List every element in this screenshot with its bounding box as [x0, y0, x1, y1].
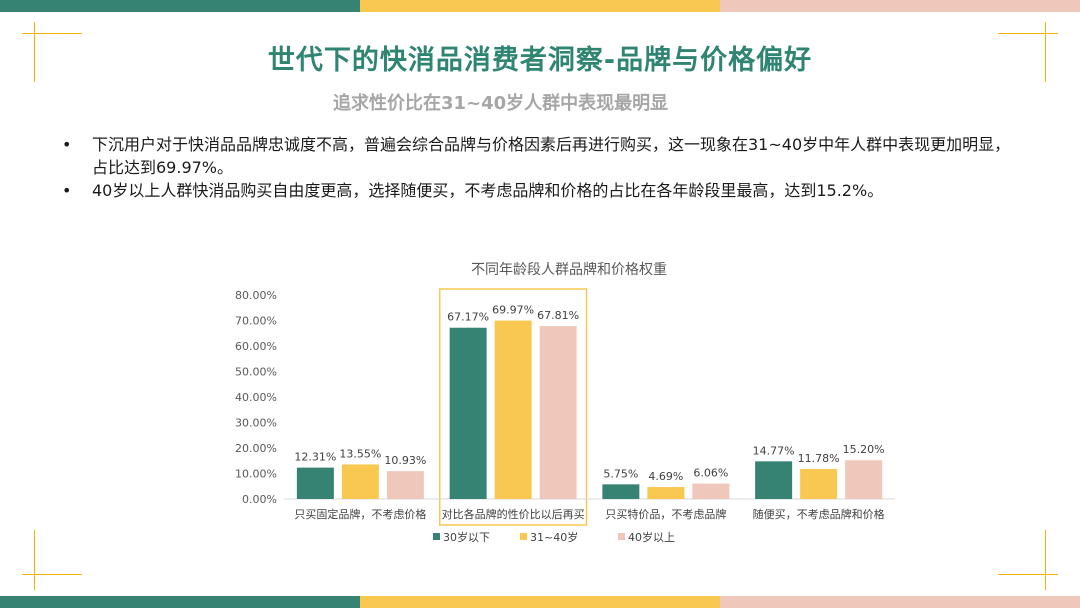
stripe-pink [720, 0, 1080, 12]
data-label: 13.55% [339, 447, 381, 460]
stripe-pink [720, 596, 1080, 608]
bottom-color-stripe [0, 596, 1080, 608]
page-title: 世代下的快消品消费者洞察-品牌与价格偏好 [267, 45, 813, 76]
data-label: 11.78% [798, 452, 840, 465]
y-tick-label: 50.00% [235, 366, 277, 379]
data-label: 6.06% [693, 467, 728, 480]
bar [341, 464, 379, 499]
chart-title: 不同年龄段人群品牌和价格权重 [471, 261, 667, 278]
stripe-teal [0, 0, 360, 12]
data-label: 10.93% [384, 454, 426, 467]
bar [602, 484, 640, 499]
bullet-text: 40岁以上人群快消品购买自由度更高，选择随便买，不考虑品牌和价格的占比在各年龄段… [92, 181, 884, 200]
x-tick-label: 只买固定品牌，不考虑价格 [294, 507, 426, 521]
bullet-item: • 下沉用户对于快消品品牌忠诚度不高，普遍会综合品牌与价格因素后再进行购买，这一… [62, 133, 1022, 179]
bullet-text: 下沉用户对于快消品品牌忠诚度不高，普遍会综合品牌与价格因素后再进行购买，这一现象… [92, 135, 1011, 177]
data-label: 4.69% [648, 470, 683, 483]
bar [539, 326, 577, 499]
y-tick-label: 80.00% [235, 289, 277, 302]
data-label: 67.17% [447, 311, 489, 324]
y-tick-label: 10.00% [235, 468, 277, 481]
bar [386, 471, 424, 499]
legend-label: 30岁以下 [443, 530, 490, 544]
legend-swatch [520, 533, 527, 540]
y-tick-label: 60.00% [235, 340, 277, 353]
legend-label: 40岁以上 [628, 530, 675, 544]
y-tick-label: 30.00% [235, 417, 277, 430]
y-tick-label: 70.00% [235, 315, 277, 328]
data-label: 15.20% [843, 443, 885, 456]
x-tick-label: 只买特价品，不考虑品牌 [605, 507, 726, 521]
legend-swatch [433, 533, 440, 540]
x-tick-label: 对比各品牌的性价比以后再买 [442, 507, 585, 521]
bar [845, 460, 883, 499]
bar [755, 461, 793, 499]
bullet-symbol: • [62, 135, 72, 154]
bar [494, 320, 532, 499]
bullet-symbol: • [62, 181, 72, 200]
bar [692, 483, 730, 499]
stripe-yellow [360, 0, 720, 12]
bar [800, 468, 838, 499]
top-color-stripe [0, 0, 1080, 12]
stripe-yellow [360, 596, 720, 608]
page-subtitle: 追求性价比在31~40岁人群中表现最明显 [333, 93, 669, 114]
bar [647, 487, 685, 499]
y-tick-label: 40.00% [235, 391, 277, 404]
bullet-item: • 40岁以上人群快消品购买自由度更高，选择随便买，不考虑品牌和价格的占比在各年… [62, 179, 1022, 202]
highlight-box [439, 288, 588, 526]
legend-label: 31~40岁 [530, 530, 578, 544]
stripe-teal [0, 596, 360, 608]
bar [449, 327, 487, 499]
data-label: 67.81% [537, 309, 579, 322]
bullet-list: • 下沉用户对于快消品品牌忠诚度不高，普遍会综合品牌与价格因素后再进行购买，这一… [62, 133, 1022, 202]
y-tick-label: 0.00% [242, 493, 277, 506]
x-tick-label: 随便买，不考虑品牌和价格 [753, 507, 885, 521]
y-tick-label: 20.00% [235, 442, 277, 455]
bar [296, 467, 334, 499]
data-label: 12.31% [294, 451, 336, 464]
data-label: 5.75% [603, 467, 638, 480]
legend-swatch [618, 533, 625, 540]
data-label: 14.77% [753, 444, 795, 457]
data-label: 69.97% [492, 304, 534, 317]
